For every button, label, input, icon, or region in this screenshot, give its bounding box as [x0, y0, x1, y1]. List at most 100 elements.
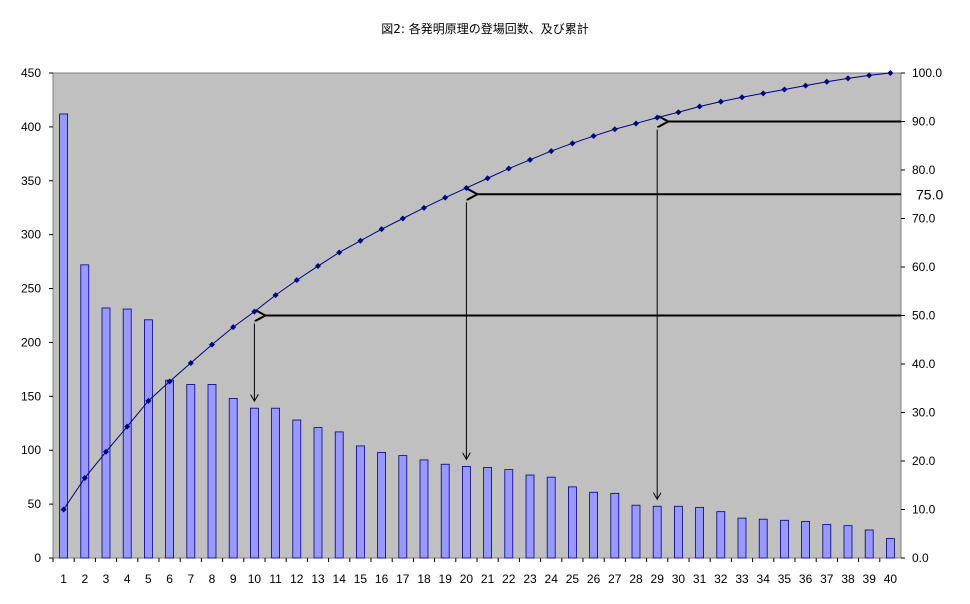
cumulative-point-7 [187, 360, 194, 367]
cumulative-point-20 [463, 184, 470, 191]
axes: 0 50 100 150 200 250 300 350 400 450 0.0 10.0 20.0 30… [21, 66, 942, 586]
y-right-tick-label: 30.0 [912, 406, 936, 420]
cumulative-point-2 [81, 474, 88, 481]
x-tick-label: 6 [166, 572, 173, 586]
y-left-tick-label: 350 [21, 174, 41, 188]
bar-24 [546, 476, 556, 559]
cumulative-point-8 [209, 341, 215, 348]
cumulative-point-36 [802, 82, 809, 89]
x-tick-label: 40 [884, 572, 898, 586]
cumulative-point-28 [633, 120, 639, 127]
bar-2 [80, 264, 90, 559]
y-left-tick-label: 0 [34, 551, 41, 565]
cumulative-point-14 [336, 249, 343, 256]
bar-8 [207, 384, 217, 559]
x-tick-label: 32 [714, 572, 728, 586]
y-left-tick-label: 250 [21, 282, 41, 296]
x-tick-label: 28 [629, 572, 643, 586]
y-left-tick-label: 450 [21, 66, 41, 80]
cumulative-point-6 [166, 378, 173, 385]
bar-30 [674, 505, 683, 559]
bar-9 [228, 398, 238, 559]
x-tick-label: 21 [481, 572, 495, 586]
cumulative-point-13 [315, 263, 321, 270]
cumulative-point-24 [548, 148, 555, 155]
bar-1 [59, 113, 68, 559]
bar-37 [822, 524, 832, 559]
bar-11 [271, 407, 281, 559]
y-left-tick-label: 50 [28, 497, 42, 511]
cumulative-point-35 [781, 86, 788, 93]
chart-title: 図2: 各発明原理の登場回数、及び累計 [381, 22, 589, 36]
bar-34 [758, 518, 768, 559]
cumulative-point-17 [399, 215, 406, 222]
y-right-tick-label: 20.0 [912, 454, 936, 468]
x-tick-label: 37 [820, 572, 834, 586]
cumulative-point-12 [293, 277, 300, 284]
cumulative-point-32 [717, 98, 724, 105]
cumulative-point-26 [590, 133, 597, 140]
y-left-tick-label: 100 [21, 443, 41, 457]
cumulative-point-39 [866, 72, 873, 79]
x-tick-label: 36 [799, 572, 813, 586]
x-tick-label: 11 [269, 572, 282, 586]
bar-23 [525, 474, 535, 559]
bar-16 [377, 451, 387, 559]
cumulative-point-16 [378, 226, 385, 233]
x-tick-label: 34 [757, 572, 771, 586]
bar-31 [695, 506, 704, 559]
bar-36 [801, 520, 810, 559]
x-tick-label: 12 [290, 572, 304, 586]
x-tick-label: 9 [230, 572, 237, 586]
x-tick-label: 13 [311, 572, 325, 586]
x-tick-label: 17 [396, 572, 410, 586]
bar-17 [398, 455, 408, 559]
x-tick-label: 10 [248, 572, 262, 586]
x-tick-label: 1 [60, 572, 67, 586]
x-tick-label: 2 [81, 572, 88, 586]
cumulative-point-15 [357, 237, 364, 244]
x-tick-label: 8 [209, 572, 216, 586]
cumulative-line [63, 72, 891, 510]
y-right-tick-label: 0.0 [912, 551, 929, 565]
y-right-tick-label: 100.0 [912, 66, 942, 80]
x-tick-label: 16 [375, 572, 389, 586]
bar-33 [737, 517, 747, 559]
x-tick-label: 14 [333, 572, 347, 586]
cumulative-point-21 [484, 175, 491, 182]
cumulative-point-22 [505, 165, 512, 172]
y-right-tick-label: 70.0 [912, 212, 936, 226]
cumulative-point-25 [569, 140, 576, 147]
cumulative-point-18 [421, 204, 427, 211]
bar-26 [589, 491, 598, 559]
x-tick-label: 38 [841, 572, 855, 586]
bar-22 [504, 469, 514, 559]
bar-35 [780, 519, 789, 559]
bar-13 [313, 427, 323, 559]
x-tick-label: 35 [778, 572, 792, 586]
bar-29 [652, 505, 662, 559]
x-tick-label: 26 [587, 572, 601, 586]
bar-27 [610, 492, 620, 559]
cumulative-point-11 [272, 292, 279, 299]
y-right-tick-label: 50.0 [912, 309, 936, 323]
bar-7 [186, 384, 196, 559]
cumulative-point-1 [60, 506, 67, 513]
y-right-tick-label: 90.0 [912, 115, 936, 129]
bar-38 [843, 525, 853, 559]
x-tick-label: 15 [354, 572, 368, 586]
bar-series [59, 113, 895, 559]
x-tick-label: 22 [502, 572, 516, 586]
cumulative-line-series [60, 70, 894, 513]
annotation-arrows: 75.0 [254, 122, 943, 500]
x-tick-label: 24 [545, 572, 559, 586]
cumulative-point-30 [675, 109, 682, 116]
bar-32 [716, 511, 726, 559]
cumulative-point-4 [124, 423, 131, 430]
x-tick-label: 23 [523, 572, 537, 586]
x-tick-label: 5 [145, 572, 152, 586]
cumulative-point-40 [887, 70, 894, 76]
x-tick-label: 25 [566, 572, 580, 586]
x-tick-label: 29 [651, 572, 665, 586]
